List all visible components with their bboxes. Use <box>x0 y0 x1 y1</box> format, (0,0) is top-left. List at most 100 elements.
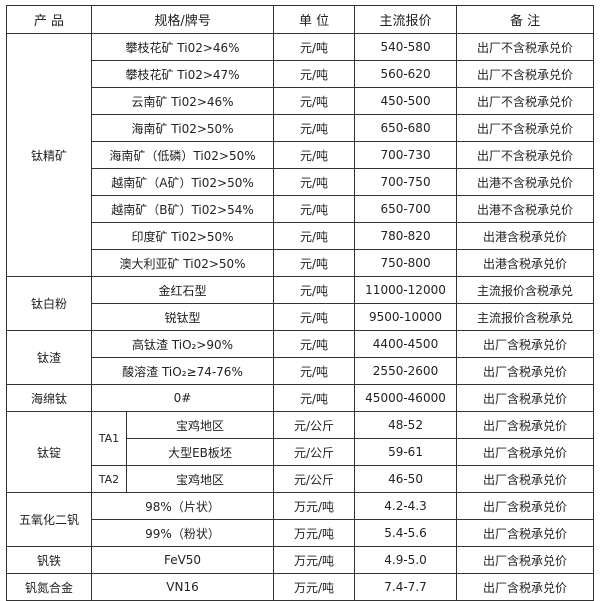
price-cell: 4.9-5.0 <box>354 546 458 574</box>
spec-cell: 攀枝花矿 Ti02>46% <box>90 33 275 61</box>
price-cell: 4400-4500 <box>354 330 458 358</box>
note-cell: 出厂不含税承兑价 <box>456 141 595 169</box>
price-cell: 700-750 <box>354 168 458 196</box>
price-cell: 450-500 <box>354 87 458 115</box>
unit-cell: 万元/吨 <box>273 573 356 601</box>
table-row: 钛精矿 攀枝花矿 Ti02>46% 元/吨 540-580 出厂不含税承兑价 <box>6 33 595 277</box>
table-row: 越南矿（B矿）Ti02>54% 元/吨 650-700 出港不含税承兑价 <box>7 195 595 223</box>
note-cell: 出厂含税承兑价 <box>456 546 595 574</box>
spec-cell: 越南矿（B矿）Ti02>54% <box>90 195 275 223</box>
table-row: TA2 宝鸡地区 元/公斤 46-50 出厂含税承兑价 <box>7 465 595 493</box>
unit-cell: 元/吨 <box>273 114 356 142</box>
table-row: 澳大利亚矿 Ti02>50% 元/吨 750-800 出港含税承兑价 <box>7 249 595 277</box>
note-cell: 出厂不含税承兑价 <box>456 33 595 61</box>
spec-cell: 高钛渣 TiO₂>90% <box>90 330 275 358</box>
header-unit: 单 位 <box>273 5 356 34</box>
table-row: 大型EB板坯 元/公斤 59-61 出厂含税承兑价 <box>7 438 595 466</box>
price-cell: 48-52 <box>354 411 458 439</box>
unit-cell: 元/公斤 <box>273 438 356 466</box>
unit-cell: 元/吨 <box>273 276 356 304</box>
price-cell: 750-800 <box>354 249 458 277</box>
table-row: 越南矿（A矿）Ti02>50% 元/吨 700-750 出港不含税承兑价 <box>7 168 595 196</box>
unit-cell: 元/吨 <box>273 357 356 385</box>
table-row: 五氧化二钒 98%（片状） 万元/吨 4.2-4.3 出厂含税承兑价 <box>6 492 595 547</box>
header-note: 备 注 <box>456 5 595 34</box>
note-cell: 出厂含税承兑价 <box>456 357 595 385</box>
spec-cell: 越南矿（A矿）Ti02>50% <box>90 168 275 196</box>
unit-cell: 元/吨 <box>273 87 356 115</box>
note-cell: 出港不含税承兑价 <box>456 168 595 196</box>
table-row: 海南矿 Ti02>50% 元/吨 650-680 出厂不含税承兑价 <box>7 114 595 142</box>
table-row: 海绵钛 0# 元/吨 45000-46000 出厂含税承兑价 <box>6 384 595 412</box>
header-product: 产 品 <box>6 5 92 34</box>
spec-cell: 印度矿 Ti02>50% <box>90 222 275 250</box>
unit-cell: 万元/吨 <box>273 546 356 574</box>
price-cell: 700-730 <box>354 141 458 169</box>
product-name: 钛锭 <box>6 411 92 493</box>
product-name: 钛渣 <box>6 330 92 385</box>
price-cell: 59-61 <box>354 438 458 466</box>
note-cell: 出厂不含税承兑价 <box>456 60 595 88</box>
table-row: 钒氮合金 VN16 万元/吨 7.4-7.7 出厂含税承兑价 <box>6 573 595 601</box>
table-row: 印度矿 Ti02>50% 元/吨 780-820 出港含税承兑价 <box>7 222 595 250</box>
note-cell: 出港不含税承兑价 <box>456 195 595 223</box>
price-cell: 650-700 <box>354 195 458 223</box>
unit-cell: 元/吨 <box>273 303 356 331</box>
unit-cell: 元/吨 <box>273 195 356 223</box>
note-cell: 出港含税承兑价 <box>456 249 595 277</box>
note-cell: 出厂不含税承兑价 <box>456 114 595 142</box>
spec-cell: 宝鸡地区 <box>125 411 275 439</box>
price-cell: 560-620 <box>354 60 458 88</box>
note-cell: 出厂含税承兑价 <box>456 438 595 466</box>
unit-cell: 万元/吨 <box>273 492 356 520</box>
table-row: 99%（粉状） 万元/吨 5.4-5.6 出厂含税承兑价 <box>7 519 595 547</box>
spec-cell: 98%（片状） <box>90 492 275 520</box>
table-row: 钛白粉 金红石型 元/吨 11000-12000 主流报价含税承兑 <box>6 276 595 331</box>
unit-cell: 元/吨 <box>273 33 356 61</box>
spec-cell: 云南矿 Ti02>46% <box>90 87 275 115</box>
table-row: 酸溶渣 TiO₂≥74-76% 元/吨 2550-2600 出厂含税承兑价 <box>7 357 595 385</box>
product-name: 海绵钛 <box>6 384 92 412</box>
price-cell: 540-580 <box>354 33 458 61</box>
price-cell: 780-820 <box>354 222 458 250</box>
note-cell: 出厂含税承兑价 <box>456 519 595 547</box>
unit-cell: 元/吨 <box>273 60 356 88</box>
product-name: 钒氮合金 <box>6 573 92 601</box>
unit-cell: 元/吨 <box>273 384 356 412</box>
price-cell: 11000-12000 <box>354 276 458 304</box>
spec-cell: 锐钛型 <box>90 303 275 331</box>
unit-cell: 元/吨 <box>273 330 356 358</box>
table-row: 钛渣 高钛渣 TiO₂>90% 元/吨 4400-4500 出厂含税承兑价 <box>6 330 595 385</box>
unit-cell: 万元/吨 <box>273 519 356 547</box>
note-cell: 出厂含税承兑价 <box>456 465 595 493</box>
unit-cell: 元/吨 <box>273 141 356 169</box>
unit-cell: 元/吨 <box>273 222 356 250</box>
product-name: 钒铁 <box>6 546 92 574</box>
grade-label: TA2 <box>91 465 127 493</box>
price-cell: 45000-46000 <box>354 384 458 412</box>
spec-cell: 宝鸡地区 <box>125 465 275 493</box>
note-cell: 出厂含税承兑价 <box>456 492 595 520</box>
header-price: 主流报价 <box>354 5 458 34</box>
note-cell: 出厂含税承兑价 <box>456 384 595 412</box>
price-cell: 650-680 <box>354 114 458 142</box>
table-row: 海南矿（低磷）Ti02>50% 元/吨 700-730 出厂不含税承兑价 <box>7 141 595 169</box>
product-name: 五氧化二钒 <box>6 492 92 547</box>
unit-cell: 元/吨 <box>273 249 356 277</box>
table-row: 钛锭 TA1 宝鸡地区 元/公斤 48-52 出厂含税承兑价 <box>6 411 595 493</box>
note-cell: 主流报价含税承兑 <box>456 276 595 304</box>
note-cell: 出厂含税承兑价 <box>456 330 595 358</box>
price-cell: 5.4-5.6 <box>354 519 458 547</box>
unit-cell: 元/公斤 <box>273 465 356 493</box>
price-cell: 4.2-4.3 <box>354 492 458 520</box>
spec-cell: VN16 <box>90 573 275 601</box>
price-table: 产 品 规格/牌号 单 位 主流报价 备 注 钛精矿 攀枝花矿 Ti02>46% 元… <box>6 5 595 601</box>
table-row: 锐钛型 元/吨 9500-10000 主流报价含税承兑 <box>7 303 595 331</box>
spec-cell: FeV50 <box>90 546 275 574</box>
note-cell: 出厂含税承兑价 <box>456 411 595 439</box>
note-cell: 出港含税承兑价 <box>456 222 595 250</box>
spec-cell: 攀枝花矿 Ti02>47% <box>90 60 275 88</box>
table-row: 攀枝花矿 Ti02>47% 元/吨 560-620 出厂不含税承兑价 <box>7 60 595 88</box>
product-name: 钛白粉 <box>6 276 92 331</box>
spec-cell: 金红石型 <box>90 276 275 304</box>
